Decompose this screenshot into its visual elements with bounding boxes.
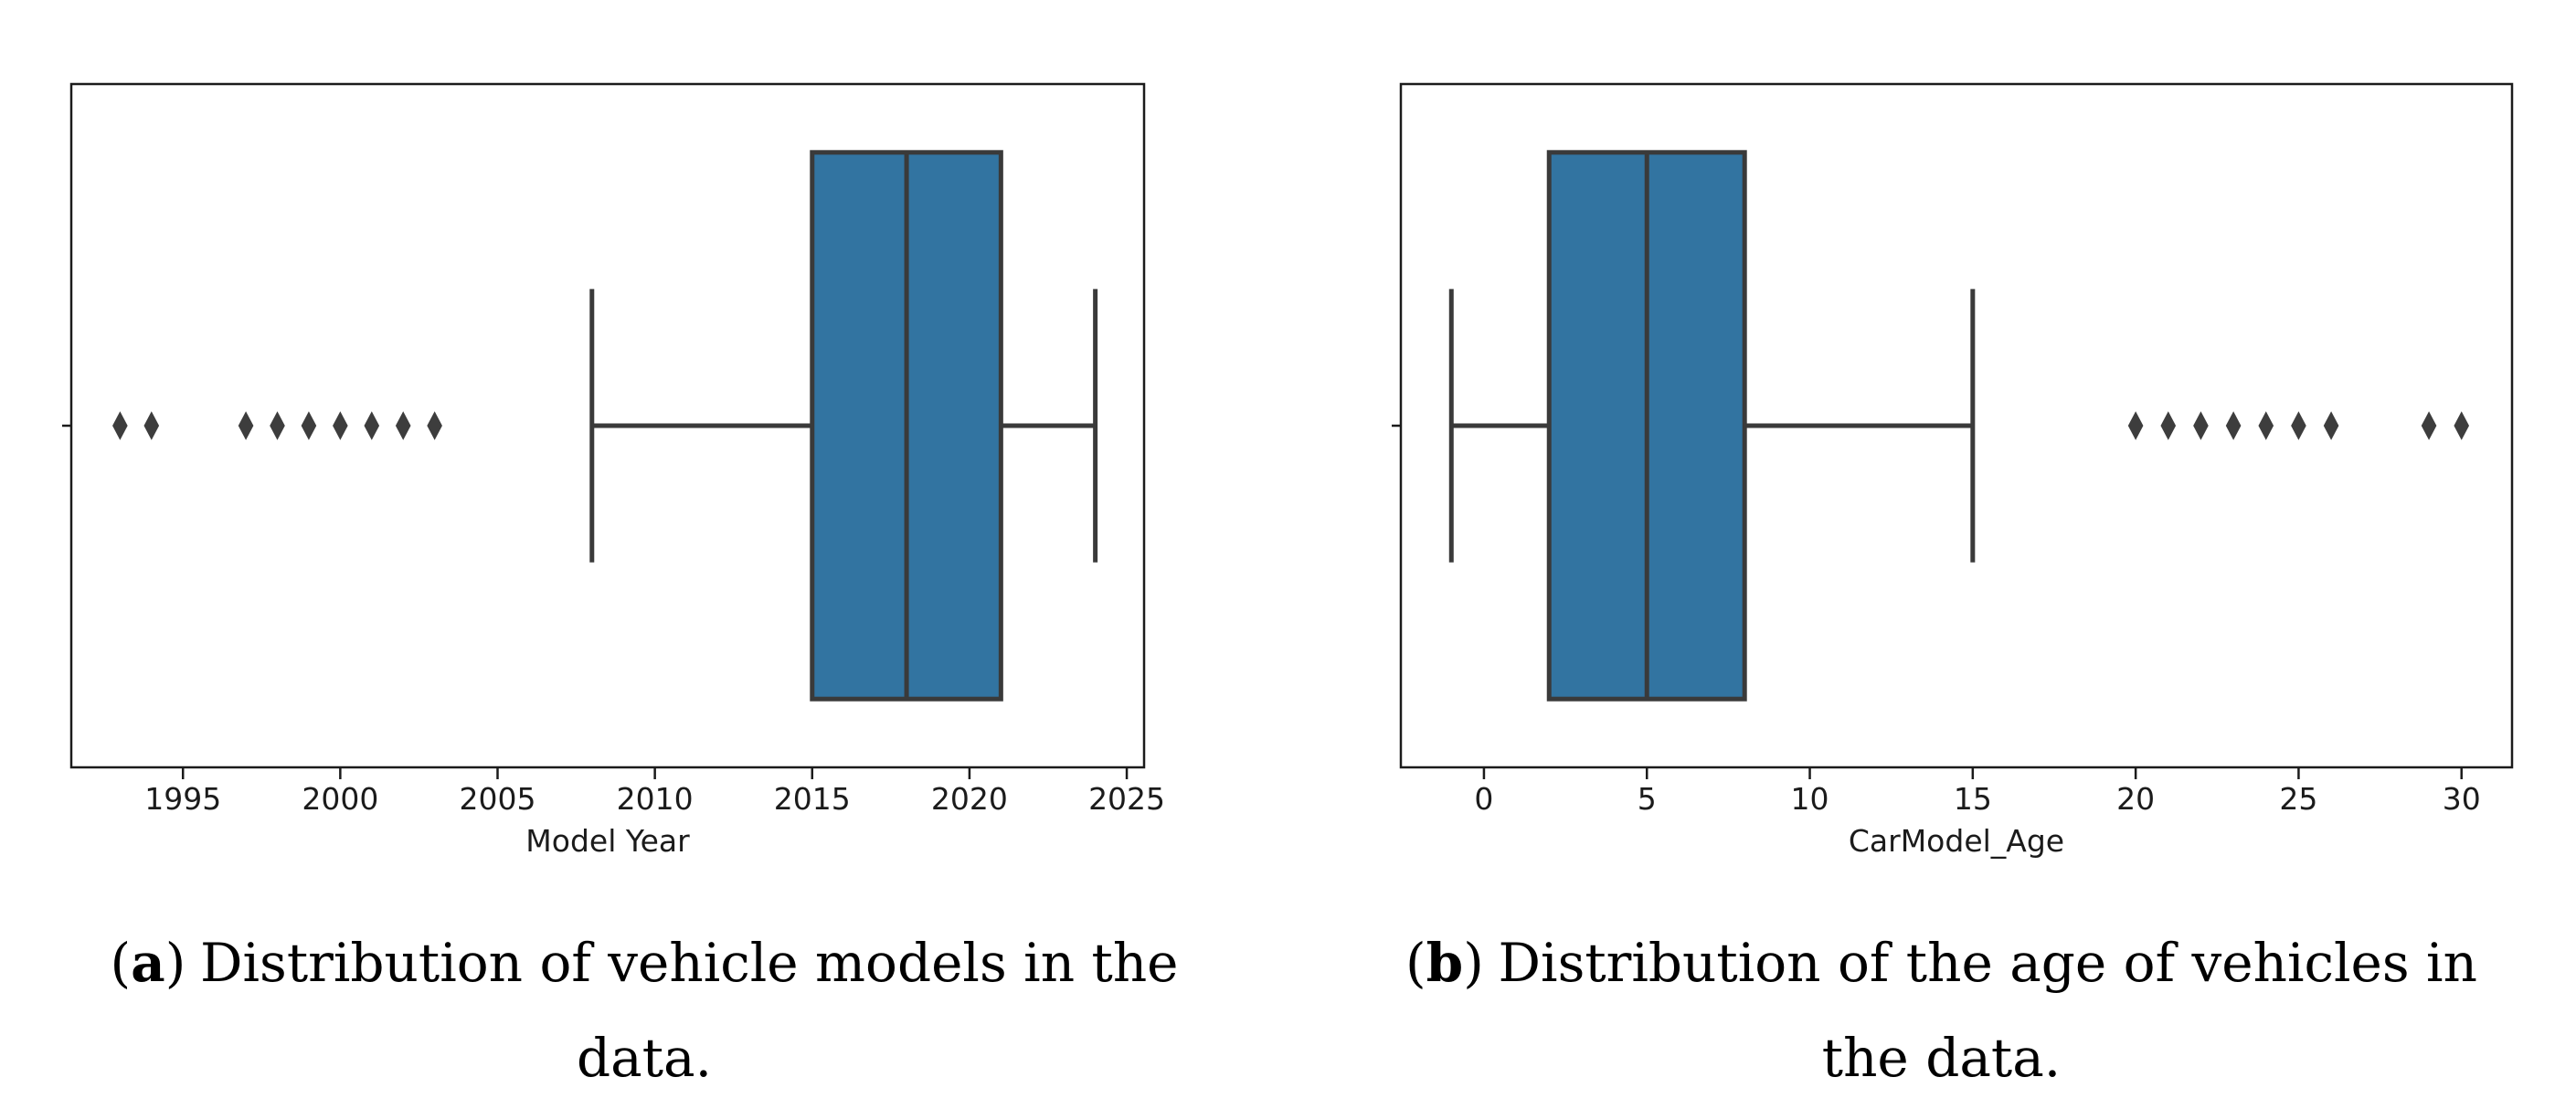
- caption-b-line1: (b) Distribution of the age of vehicles i…: [1307, 915, 2576, 1010]
- x-tick-label: 2000: [302, 781, 378, 817]
- outlier-diamond: [395, 411, 411, 440]
- outlier-diamond: [2160, 411, 2177, 440]
- outlier-diamond: [301, 411, 317, 440]
- x-tick-label: 5: [1638, 781, 1657, 817]
- outlier-diamond: [270, 411, 285, 440]
- caption-b-close-paren: ): [1463, 932, 1484, 994]
- caption-b: (b) Distribution of the age of vehicles i…: [1307, 915, 2576, 1105]
- x-tick-label: 2010: [617, 781, 694, 817]
- x-tick-label: 2015: [774, 781, 851, 817]
- x-tick-label: 15: [1954, 781, 1992, 817]
- outlier-diamond: [427, 411, 442, 440]
- outlier-diamond: [112, 411, 128, 440]
- caption-a-line1: (a) Distribution of vehicle models in the: [37, 915, 1252, 1010]
- outlier-diamond: [2421, 411, 2437, 440]
- x-tick-label: 20: [2116, 781, 2155, 817]
- outlier-diamond: [2258, 411, 2274, 440]
- caption-b-line2: the data.: [1821, 1027, 2062, 1089]
- caption-a-line2: data.: [576, 1027, 713, 1089]
- caption-a-open-paren: (: [110, 932, 132, 994]
- outlier-diamond: [143, 411, 160, 440]
- x-tick-label: 1995: [144, 781, 221, 817]
- x-tick-label: 0: [1474, 781, 1493, 817]
- caption-b-open-paren: (: [1405, 932, 1426, 994]
- x-tick-label: 2020: [931, 781, 1008, 817]
- x-tick-label: 10: [1791, 781, 1829, 817]
- caption-a-close-paren: ): [164, 932, 186, 994]
- x-axis-label: CarModel_Age: [1849, 823, 2064, 859]
- x-tick-label: 30: [2443, 781, 2481, 817]
- x-tick-label: 2005: [460, 781, 536, 817]
- outlier-diamond: [364, 411, 380, 440]
- caption-b-letter: b: [1426, 932, 1464, 994]
- caption-a: (a) Distribution of vehicle models in the…: [37, 915, 1252, 1105]
- x-axis-label: Model Year: [525, 823, 690, 859]
- caption-b-text: Distribution of the age of vehicles in: [1498, 932, 2477, 994]
- caption-a-text: Distribution of vehicle models in the: [200, 932, 1179, 994]
- x-tick-label: 2025: [1088, 781, 1165, 817]
- outlier-diamond: [2323, 411, 2339, 440]
- outlier-diamond: [2291, 411, 2306, 440]
- outlier-diamond: [2454, 411, 2470, 440]
- x-tick-label: 25: [2279, 781, 2317, 817]
- outlier-diamond: [2193, 411, 2209, 440]
- outlier-diamond: [2225, 411, 2242, 440]
- outlier-diamond: [2127, 411, 2144, 440]
- outlier-diamond: [238, 411, 254, 440]
- caption-a-letter: a: [131, 932, 165, 994]
- outlier-diamond: [333, 411, 348, 440]
